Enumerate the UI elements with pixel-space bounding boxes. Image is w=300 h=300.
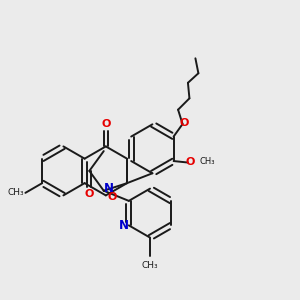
Text: O: O (108, 192, 117, 202)
Text: O: O (101, 119, 110, 129)
Text: O: O (179, 118, 188, 128)
Text: CH₃: CH₃ (7, 188, 24, 197)
Text: CH₃: CH₃ (142, 261, 158, 270)
Text: O: O (85, 189, 94, 199)
Text: CH₃: CH₃ (199, 158, 215, 166)
Text: N: N (119, 219, 129, 232)
Text: O: O (185, 157, 195, 167)
Text: N: N (104, 182, 114, 195)
